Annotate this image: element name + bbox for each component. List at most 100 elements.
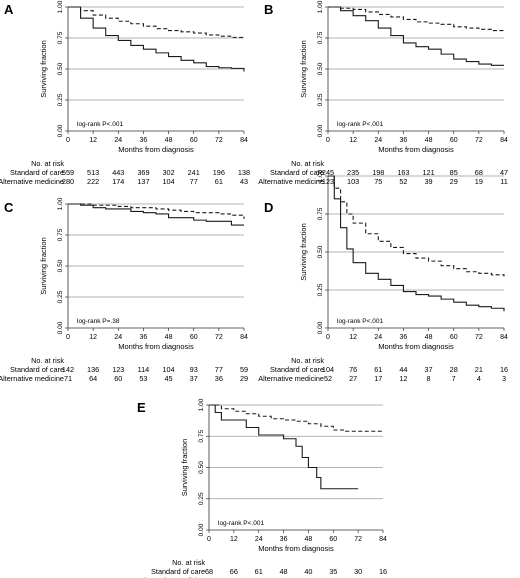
risk-count: 47: [500, 168, 508, 177]
risk-count: 37: [425, 365, 433, 374]
risk-count: 77: [215, 365, 223, 374]
x-tick-label: 12: [230, 536, 238, 543]
y-axis-title: Surviving fraction: [39, 40, 48, 98]
risk-header: No. at risk: [291, 159, 324, 168]
risk-count: 71: [64, 374, 72, 383]
risk-count: 77: [190, 177, 198, 186]
risk-count: 123: [112, 365, 124, 374]
x-tick-label: 0: [207, 536, 211, 543]
x-tick-label: 36: [140, 137, 148, 144]
risk-count: 20: [280, 576, 288, 578]
x-axis-title: Months from diagnosis: [118, 342, 194, 351]
x-tick-label: 36: [280, 536, 288, 543]
risk-count: 60: [114, 374, 122, 383]
y-axis-title: Surviving fraction: [39, 237, 48, 295]
risk-row-label: Alternative medicine: [0, 374, 64, 383]
curve-standard-of-care: [68, 6, 245, 39]
risk-count: 12: [399, 374, 407, 383]
x-tick-label: 36: [400, 137, 408, 144]
risk-count: 19: [475, 177, 483, 186]
risk-header: No. at risk: [291, 356, 324, 365]
panel-label: D: [264, 200, 273, 215]
y-tick-label: 0.50: [317, 62, 324, 75]
risk-count: 443: [112, 168, 124, 177]
risk-count: 302: [162, 168, 174, 177]
risk-count: 137: [137, 177, 149, 186]
x-tick-label: 12: [349, 334, 357, 341]
risk-count: 2: [356, 576, 360, 578]
panel-label: E: [137, 400, 146, 415]
risk-row-label: Alternative medicine: [0, 177, 64, 186]
risk-row-label: Standard of care: [10, 365, 64, 374]
x-tick-label: 24: [374, 334, 382, 341]
risk-count: 53: [139, 374, 147, 383]
x-tick-label: 48: [305, 536, 313, 543]
y-tick-label: 0.50: [317, 245, 324, 258]
panel-b: B 0.00 0.25 0.50 0.75 1.00 Surviving fraction 0…: [258, 0, 508, 186]
risk-row-label: Alternative medicine: [258, 374, 324, 383]
y-tick-label: 0.50: [57, 259, 64, 272]
risk-count: 114: [138, 365, 150, 374]
x-tick-label: 12: [89, 137, 97, 144]
x-tick-label: 72: [215, 137, 223, 144]
x-tick-label: 60: [450, 137, 458, 144]
x-tick-label: 48: [425, 334, 433, 341]
y-tick-label: 0.00: [57, 321, 64, 334]
risk-count: 30: [354, 567, 362, 576]
logrank-annotation: log-rank P<.001: [337, 318, 383, 325]
x-tick-label: 60: [450, 334, 458, 341]
panel-a: A 0.00 0.25 0.50 0.75 1.00 Surviving fraction 0…: [0, 0, 250, 186]
risk-count: 121: [422, 168, 434, 177]
risk-count: 163: [397, 168, 409, 177]
x-tick-label: 48: [425, 137, 433, 144]
x-tick-label: 84: [500, 334, 508, 341]
x-tick-label: 0: [326, 137, 330, 144]
curve-alternative-medicine: [68, 203, 244, 226]
x-tick-label: 48: [165, 334, 173, 341]
risk-row-label: Standard of care: [270, 168, 324, 177]
risk-count: 8: [427, 374, 431, 383]
risk-count: 76: [349, 365, 357, 374]
panel-label: B: [264, 2, 273, 17]
risk-count: 104: [322, 365, 334, 374]
risk-count: 48: [280, 567, 288, 576]
risk-count: 241: [188, 168, 200, 177]
risk-count: 12: [304, 576, 312, 578]
y-tick-label: 1.00: [317, 0, 324, 13]
risk-row-label: Standard of care: [270, 365, 324, 374]
y-axis-title: Surviving fraction: [299, 40, 308, 98]
x-tick-label: 24: [114, 334, 122, 341]
risk-count: 235: [347, 168, 359, 177]
risk-count: 22: [255, 576, 263, 578]
risk-count: 35: [329, 567, 337, 576]
x-tick-label: 84: [379, 536, 387, 543]
risk-count: 64: [89, 374, 97, 383]
risk-count: 222: [87, 177, 99, 186]
logrank-annotation: log-rank P<.001: [77, 121, 123, 128]
panel-label: A: [4, 2, 14, 17]
risk-count: 104: [162, 177, 174, 186]
y-tick-label: 1.00: [198, 398, 205, 411]
curve-alternative-medicine: [328, 6, 504, 66]
risk-count: 17: [374, 374, 382, 383]
logrank-annotation: log-rank P=.38: [77, 318, 120, 325]
x-tick-label: 24: [255, 536, 263, 543]
y-axis-title: Surviving fraction: [180, 439, 189, 497]
y-tick-label: 0.75: [317, 31, 324, 44]
risk-row-label: Alternative medicine: [258, 177, 324, 186]
risk-row-label: Standard of care: [10, 168, 64, 177]
risk-count: 66: [230, 567, 238, 576]
y-tick-label: 0.25: [317, 93, 324, 106]
risk-count: 61: [215, 177, 223, 186]
risk-count: 198: [372, 168, 384, 177]
risk-count: 37: [190, 374, 198, 383]
risk-count: 61: [255, 567, 263, 576]
x-tick-label: 12: [89, 334, 97, 341]
x-tick-label: 36: [140, 334, 148, 341]
risk-count: 196: [213, 168, 225, 177]
y-tick-label: 0.25: [57, 290, 64, 303]
risk-header: No. at risk: [31, 356, 64, 365]
curve-standard-of-care: [328, 175, 505, 277]
risk-count: 280: [62, 177, 74, 186]
risk-count: 513: [87, 168, 99, 177]
